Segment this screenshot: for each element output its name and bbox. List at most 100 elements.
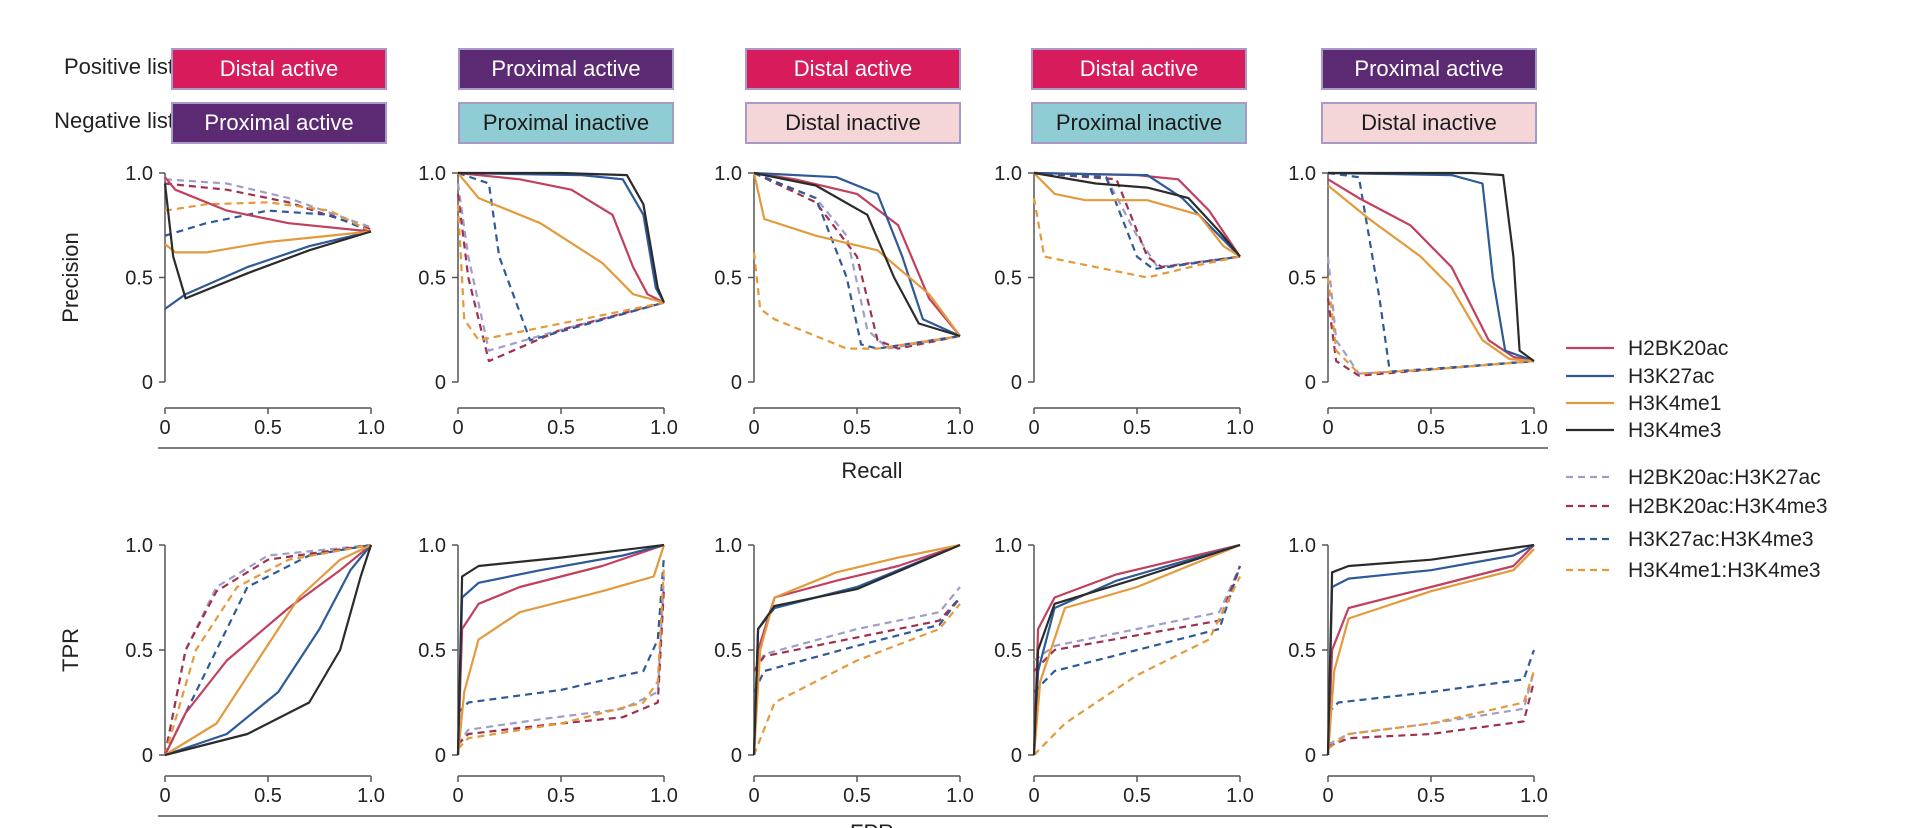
y-tick-label: 1.0 <box>714 535 742 557</box>
x-tick-label: 0.5 <box>547 785 575 807</box>
negative-list-label: Negative list <box>54 108 174 133</box>
y-tick-label: 1.0 <box>418 535 446 557</box>
series-line-h3k27ac-h3k4me3 <box>164 543 372 756</box>
series-line-h3k27ac <box>1033 171 1241 258</box>
series-line-h2bk20ac-h3k4me3 <box>164 182 372 231</box>
series-line-h3k4me1-h3k4me3 <box>1032 197 1241 279</box>
series-line-h2bk20ac-h3k4me3 <box>456 193 665 363</box>
y-tick-label: 0 <box>142 745 153 767</box>
series-line-h2bk20ac-h3k27ac <box>456 183 665 352</box>
series-line-h3k4me3 <box>164 544 373 757</box>
series-line-h3k4me1 <box>456 544 666 756</box>
legend-label: H3K27ac:H3K4me3 <box>1628 528 1814 551</box>
series-line-h3k4me1-h3k4me3 <box>456 204 665 342</box>
panel-1-5: 0 0 0.5 0.5 1.0 1.0 <box>1288 163 1548 439</box>
tag-negative-1: Proximal active <box>171 102 387 144</box>
series-line-h2bk20ac-h3k27ac <box>1327 670 1536 746</box>
series-line-h3k4me1 <box>752 172 961 337</box>
y-tick-label: 1.0 <box>994 535 1022 557</box>
series-line-h3k27ac-h3k4me3 <box>1033 171 1241 271</box>
tag-positive-2: Proximal active <box>458 48 674 90</box>
chart-row-1: Recall Precision 0 0 0.5 0.5 1.0 1.0 0 0 0.5 0.5 1.0… <box>58 163 1548 483</box>
series-line-h3k4me1-h3k4me3 <box>752 603 961 756</box>
series-line-h3k4me3 <box>1326 543 1535 756</box>
series-line-h2bk20ac-h3k4me3 <box>457 586 666 746</box>
series-line-h3k4me1 <box>1327 184 1535 363</box>
series-line-h2bk20ac-h3k4me3 <box>1033 565 1242 672</box>
series-line-h3k27ac <box>164 544 372 757</box>
x-tick-label: 0 <box>452 785 463 807</box>
y-tick-label: 1.0 <box>994 163 1022 185</box>
series-line-h3k27ac-h3k4me3 <box>1327 649 1536 714</box>
series-line-h3k27ac <box>457 171 665 304</box>
x-axis-label: Recall <box>841 458 902 483</box>
x-tick-label: 0.5 <box>254 785 282 807</box>
series-line-h3k4me1-h3k4me3 <box>1326 277 1535 375</box>
legend-label: H3K4me1:H3K4me3 <box>1628 559 1821 582</box>
y-tick-label: 0 <box>142 372 153 394</box>
y-tick-label: 0 <box>1011 745 1022 767</box>
y-tick-label: 0.5 <box>1288 640 1316 662</box>
series-line-h3k4me1-h3k4me3 <box>163 543 372 756</box>
series-line-h2bk20ac <box>164 176 372 233</box>
y-tick-label: 0.5 <box>418 268 446 290</box>
series-line-h2bk20ac-h3k4me3 <box>163 543 372 756</box>
series-line-h3k4me1 <box>1032 543 1241 756</box>
y-tick-label: 0.5 <box>994 640 1022 662</box>
x-tick-label: 0 <box>748 785 759 807</box>
series-line-h3k4me3 <box>456 543 665 756</box>
x-tick-label: 0 <box>1322 417 1333 439</box>
y-tick-label: 0.5 <box>714 268 742 290</box>
series-line-h3k4me3 <box>1328 171 1535 362</box>
series-line-h2bk20ac-h3k27ac <box>457 576 666 746</box>
tag-positive-1: Distal active <box>171 48 387 90</box>
legend-label: H3K27ac <box>1628 365 1714 388</box>
tag-negative-4: Proximal inactive <box>1031 102 1247 144</box>
series-line-h2bk20ac-h3k27ac <box>753 586 961 672</box>
series-line-h3k4me3 <box>753 171 961 338</box>
x-tick-label: 0.5 <box>1417 417 1445 439</box>
x-tick-label: 0.5 <box>1123 785 1151 807</box>
y-tick-label: 0.5 <box>125 640 153 662</box>
series-line-h3k27ac-h3k4me3 <box>753 171 961 350</box>
y-tick-label: 0 <box>435 372 446 394</box>
series-line-h3k4me1 <box>164 544 372 756</box>
x-tick-label: 1.0 <box>1226 417 1254 439</box>
y-tick-label: 1.0 <box>714 163 742 185</box>
series-line-h3k4me3 <box>163 183 372 300</box>
series-line-h2bk20ac <box>1326 544 1535 756</box>
x-tick-label: 1.0 <box>357 785 385 807</box>
series-line-h3k27ac-h3k4me3 <box>1033 565 1242 693</box>
chart-row-2: FPRTPR000.50.51.01.0000.50.51.01.0000.50… <box>58 535 1548 828</box>
series-line-h3k4me1 <box>752 543 961 756</box>
series-line-h3k4me3 <box>458 171 666 304</box>
x-tick-label: 0.5 <box>1123 417 1151 439</box>
x-tick-label: 0 <box>1322 785 1333 807</box>
panel-2-5: 00 0.5 0.5 1.0 1.0 <box>1288 535 1548 807</box>
panel-1-4: 0 0 0.5 0.5 1.0 1.0 <box>994 163 1254 439</box>
y-tick-label: 1.0 <box>1288 535 1316 557</box>
x-tick-label: 1.0 <box>650 417 678 439</box>
x-tick-label: 0.5 <box>547 417 575 439</box>
x-tick-label: 0.5 <box>843 417 871 439</box>
panel-2-3: 00 0.5 0.5 1.0 1.0 <box>714 535 974 807</box>
series-line-h3k4me1-h3k4me3 <box>752 252 961 350</box>
series-line-h2bk20ac <box>752 543 961 756</box>
panel-1-1: 0 0 0.5 0.5 1.0 1.0 <box>125 163 385 439</box>
series-line-h2bk20ac <box>1033 171 1241 258</box>
series-line-h3k27ac-h3k4me3 <box>1327 171 1535 373</box>
series-line-h3k4me3 <box>1032 543 1241 756</box>
series-line-h3k4me3 <box>752 543 961 756</box>
tag-negative-5: Distal inactive <box>1321 102 1537 144</box>
positive-list-label: Positive list <box>63 54 174 79</box>
y-tick-label: 0 <box>731 745 742 767</box>
series-line-h3k4me1-h3k4me3 <box>164 201 372 233</box>
y-tick-label: 0.5 <box>714 640 742 662</box>
series-line-h2bk20ac <box>1327 178 1535 363</box>
x-tick-label: 1.0 <box>357 417 385 439</box>
series-line-h3k27ac-h3k4me3 <box>457 171 665 342</box>
series-line-h3k4me3 <box>1033 171 1241 258</box>
tag-negative-3: Distal inactive <box>745 102 961 144</box>
y-tick-label: 0 <box>1305 745 1316 767</box>
